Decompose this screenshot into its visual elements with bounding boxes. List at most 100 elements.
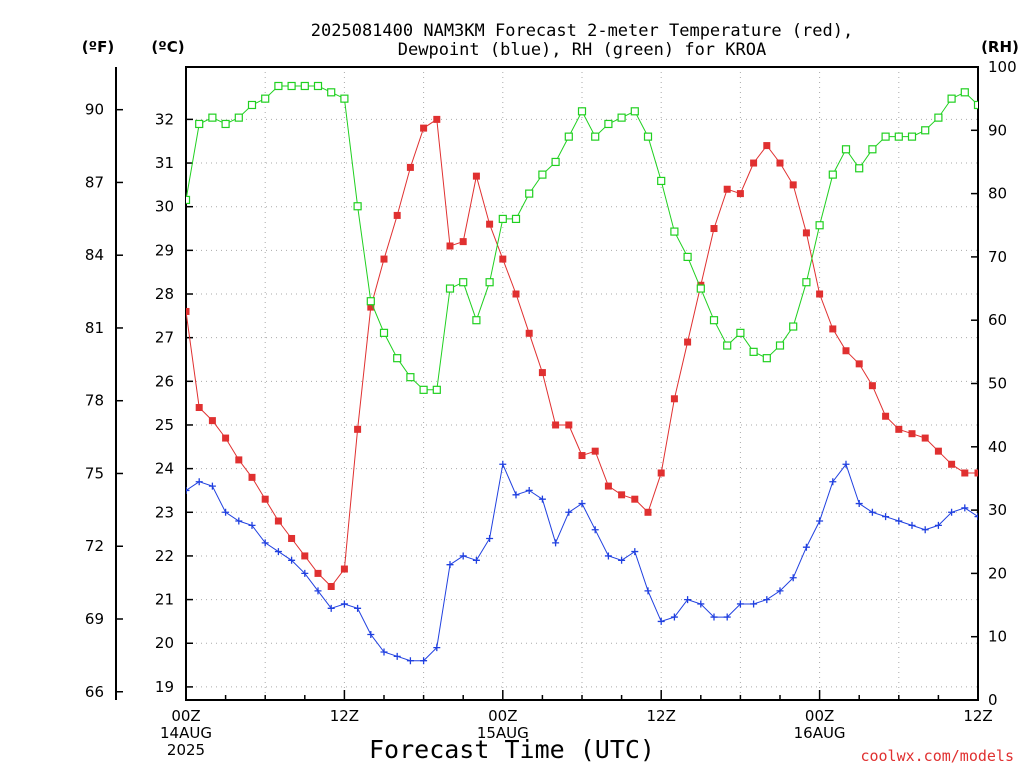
temperature-point: [340, 565, 348, 573]
rh-point: [947, 94, 956, 103]
rh-point: [577, 107, 587, 116]
temperature-point: [222, 434, 230, 442]
rh-point: [855, 164, 864, 173]
dewpoint-point: [393, 652, 401, 660]
rh-point: [683, 252, 692, 261]
celsius-tick-label: 19: [155, 678, 174, 696]
temperature-point: [802, 229, 810, 237]
temperature-point: [446, 242, 454, 250]
dewpoint-point: [710, 613, 718, 621]
rh-tick-label: 70: [988, 248, 1007, 266]
rh-point: [419, 385, 428, 394]
temperature-point: [406, 163, 414, 171]
rh-tick-label: 50: [988, 375, 1007, 393]
temperature-point: [459, 238, 467, 246]
dewpoint-point: [631, 548, 639, 556]
chart-title-line-2: Dewpoint (blue), RH (green) for KROA: [398, 40, 766, 60]
fahrenheit-tick-label: 66: [85, 683, 104, 701]
dewpoint-point: [565, 508, 573, 516]
dewpoint-point: [472, 556, 480, 564]
dewpoint-point: [974, 513, 978, 521]
rh-point: [274, 81, 283, 91]
dewpoint-point: [802, 543, 810, 551]
dewpoint-point: [934, 521, 942, 529]
dewpoint-point: [235, 517, 243, 525]
rh-unit-label: (RH): [981, 38, 1019, 56]
rh-point: [432, 385, 441, 394]
temperature-point: [618, 491, 626, 499]
temperature-point: [855, 360, 863, 368]
temperature-point: [274, 517, 282, 525]
rh-point: [393, 354, 402, 363]
x-tick-label: 12Z: [647, 707, 676, 725]
temperature-point: [354, 425, 362, 433]
dewpoint-point: [618, 556, 626, 564]
temperature-point: [921, 434, 929, 442]
rh-tick-label: 80: [988, 185, 1007, 203]
x-tick-label: 15AUG: [477, 724, 529, 742]
rh-point: [894, 132, 903, 141]
celsius-tick-label: 30: [155, 198, 174, 216]
plot-frame: [185, 66, 979, 701]
dewpoint-point: [763, 596, 771, 604]
temperature-point: [829, 325, 837, 333]
temperature-point: [934, 447, 942, 455]
x-tick-label: 00Z: [488, 707, 517, 725]
rh-point: [709, 316, 719, 325]
fahrenheit-tick-label: 84: [85, 246, 104, 264]
rh-point: [934, 113, 943, 122]
rh-series: [186, 81, 978, 394]
celsius-tick-label: 31: [155, 154, 174, 172]
dewpoint-point: [186, 486, 190, 494]
x-tick-label: 00Z: [805, 707, 834, 725]
rh-point: [195, 119, 204, 129]
celsius-tick-label: 24: [155, 460, 174, 478]
dewpoint-point: [961, 504, 969, 512]
dewpoint-point: [604, 552, 612, 560]
rh-point: [921, 126, 930, 135]
dewpoint-point: [486, 534, 494, 542]
rh-point: [525, 189, 534, 198]
rh-tick-label: 60: [988, 311, 1007, 329]
tick-labels: 66 69 72 75 78 81 84 87 90 19 20 21 22 23 24 25 26 27 28 29…: [85, 58, 1017, 759]
celsius-tick-label: 28: [155, 285, 174, 303]
dewpoint-point: [552, 539, 560, 547]
rh-point: [445, 284, 455, 293]
temperature-point: [472, 172, 480, 180]
celsius-tick-label: 25: [155, 416, 174, 434]
dewpoint-point: [816, 517, 824, 525]
dewpoint-point: [868, 508, 876, 516]
dewpoint-point: [354, 604, 362, 612]
temperature-point: [380, 255, 388, 263]
dewpoint-point: [314, 587, 322, 595]
rh-tick-label: 30: [988, 501, 1007, 519]
dewpoint-point: [908, 521, 916, 529]
dewpoint-point: [750, 600, 758, 608]
temperature-point: [631, 495, 639, 503]
temperature-point: [565, 421, 573, 429]
dewpoint-point: [578, 500, 586, 508]
dewpoint-point: [776, 587, 784, 595]
rh-point: [749, 347, 758, 356]
rh-tick-label: 40: [988, 438, 1007, 456]
dewpoint-point: [512, 491, 520, 499]
temperature-point: [235, 456, 243, 464]
grid-lines: [185, 67, 979, 700]
temperature-point: [684, 338, 692, 346]
dewpoint-series: [186, 460, 978, 665]
rh-point: [868, 145, 877, 154]
rh-point: [221, 119, 230, 129]
temperature-point: [552, 421, 560, 429]
temperature-point: [186, 307, 190, 315]
temperature-point: [248, 473, 256, 481]
fahrenheit-tick-label: 87: [85, 173, 104, 191]
dewpoint-point: [195, 478, 203, 486]
temperature-point: [670, 395, 678, 403]
temperature-point: [538, 369, 546, 377]
x-tick-label: 12Z: [330, 707, 359, 725]
temperature-point: [763, 142, 771, 150]
dewpoint-point: [921, 526, 929, 534]
chart-title-line-1: 2025081400 NAM3KM Forecast 2-meter Tempe…: [311, 21, 853, 41]
dewpoint-point: [288, 556, 296, 564]
temperature-point: [420, 124, 428, 132]
